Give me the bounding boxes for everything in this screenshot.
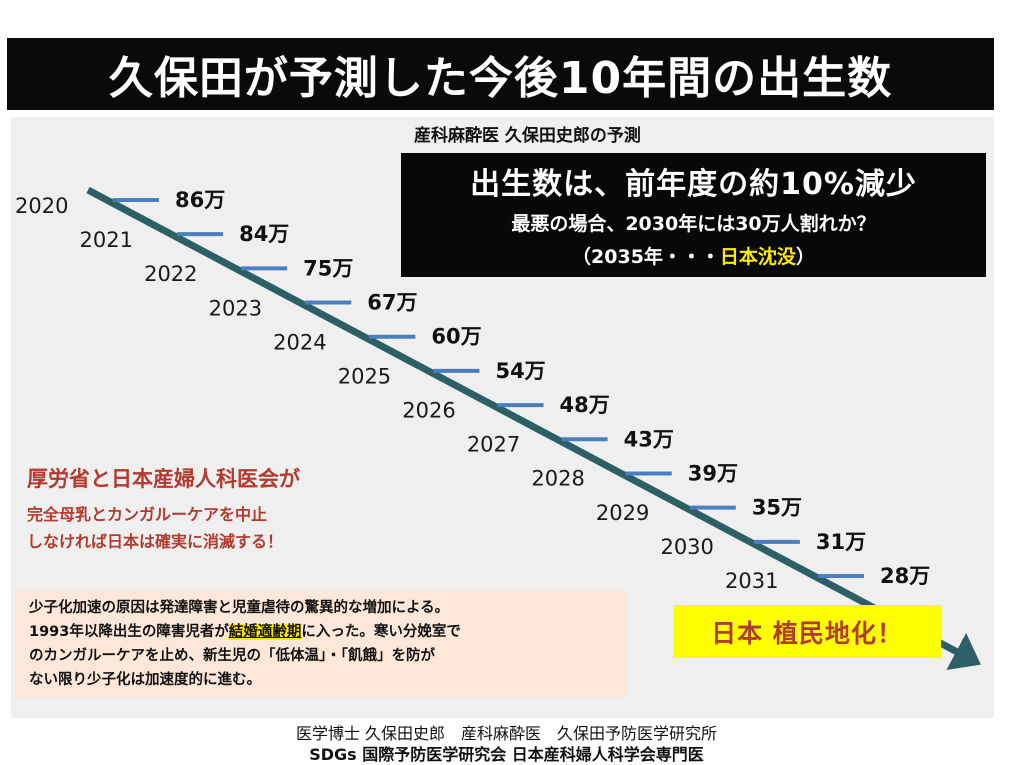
year-label-2021: 2021 bbox=[80, 228, 133, 252]
year-label-2022: 2022 bbox=[144, 262, 197, 286]
year-label-2023: 2023 bbox=[209, 296, 262, 320]
warning-line-2: しなければ日本は確実に消滅する！ bbox=[27, 532, 284, 551]
year-label-2030: 2030 bbox=[660, 535, 713, 559]
warning-line-1: 完全母乳とカンガルーケアを中止 bbox=[27, 505, 268, 524]
chart-subtitle: 産科麻酔医 久保田史郎の予測 bbox=[414, 126, 641, 146]
headline-sub2-suffix: ） bbox=[795, 246, 815, 268]
warning-body: 完全母乳とカンガルーケアを中止 しなければ日本は確実に消滅する！ bbox=[27, 501, 283, 555]
colony-badge: 日本 植民地化！ bbox=[673, 605, 941, 658]
year-label-2020: 2020 bbox=[15, 194, 68, 218]
value-label-2023: 67万 bbox=[367, 291, 417, 315]
note-box: 少子化加速の原因は発達障害と児童虐待の驚異的な増加による。 1993年以降出生の… bbox=[15, 590, 628, 698]
value-label-2025: 54万 bbox=[495, 359, 545, 383]
value-label-2030: 31万 bbox=[816, 530, 866, 554]
year-label-2026: 2026 bbox=[402, 399, 455, 423]
note-line-2: 1993年以降出生の障害児者が結婚適齢期に入った。寒い分娩室で bbox=[29, 620, 614, 644]
value-label-2020: 86万 bbox=[175, 188, 225, 212]
page-title: 久保田が予測した今後10年間の出生数 bbox=[7, 38, 994, 110]
warning-heading: 厚労省と日本産婦人科医会が bbox=[27, 467, 300, 491]
year-label-2027: 2027 bbox=[467, 433, 520, 457]
headline-sub1: 最悪の場合、2030年には30万人割れか？ bbox=[511, 213, 876, 235]
value-label-2022: 75万 bbox=[303, 256, 353, 280]
value-label-2026: 48万 bbox=[560, 393, 610, 417]
headline-sub2: （2035年・・・日本沈没） bbox=[401, 242, 986, 269]
year-label-2031: 2031 bbox=[725, 569, 778, 593]
trend-arrow bbox=[86, 186, 981, 671]
value-label-2029: 35万 bbox=[752, 496, 802, 520]
value-label-2028: 39万 bbox=[688, 461, 738, 485]
value-label-2027: 43万 bbox=[624, 427, 674, 451]
note-line-2-suffix: に入った。寒い分娩室で bbox=[301, 624, 461, 640]
year-label-2025: 2025 bbox=[338, 364, 391, 388]
note-line-1: 少子化加速の原因は発達障害と児童虐待の驚異的な増加による。 bbox=[29, 600, 450, 616]
year-label-2029: 2029 bbox=[596, 501, 649, 525]
headline-sub2-prefix: （2035年・・・ bbox=[572, 246, 720, 268]
footer-line-1: 医学博士 久保田史郎 産科麻酔医 久保田予防医学研究所 bbox=[295, 724, 718, 743]
note-line-4: ない限り少子化は加速度的に進む。 bbox=[29, 672, 261, 688]
value-label-2024: 60万 bbox=[431, 325, 481, 349]
footer-line-2: SDGs 国際予防医学研究会 日本産科婦人科学会専門医 bbox=[309, 745, 704, 764]
headline-sub2-highlight: 日本沈没 bbox=[719, 246, 796, 268]
year-label-2024: 2024 bbox=[273, 330, 326, 354]
headline-box: 出生数は、前年度の約10%減少 最悪の場合、2030年には30万人割れか？ （2… bbox=[401, 153, 986, 277]
headline-main: 出生数は、前年度の約10%減少 bbox=[470, 167, 917, 202]
note-line-3: のカンガルーケアを止め、新生児の「低体温」・「飢餓」を防が bbox=[29, 648, 435, 664]
note-line-2-prefix: 1993年以降出生の障害児者が bbox=[29, 624, 229, 640]
value-label-2021: 84万 bbox=[239, 222, 289, 246]
value-label-2031: 28万 bbox=[880, 564, 930, 588]
note-line-2-highlight: 結婚適齢期 bbox=[228, 624, 302, 640]
year-label-2028: 2028 bbox=[531, 467, 584, 491]
